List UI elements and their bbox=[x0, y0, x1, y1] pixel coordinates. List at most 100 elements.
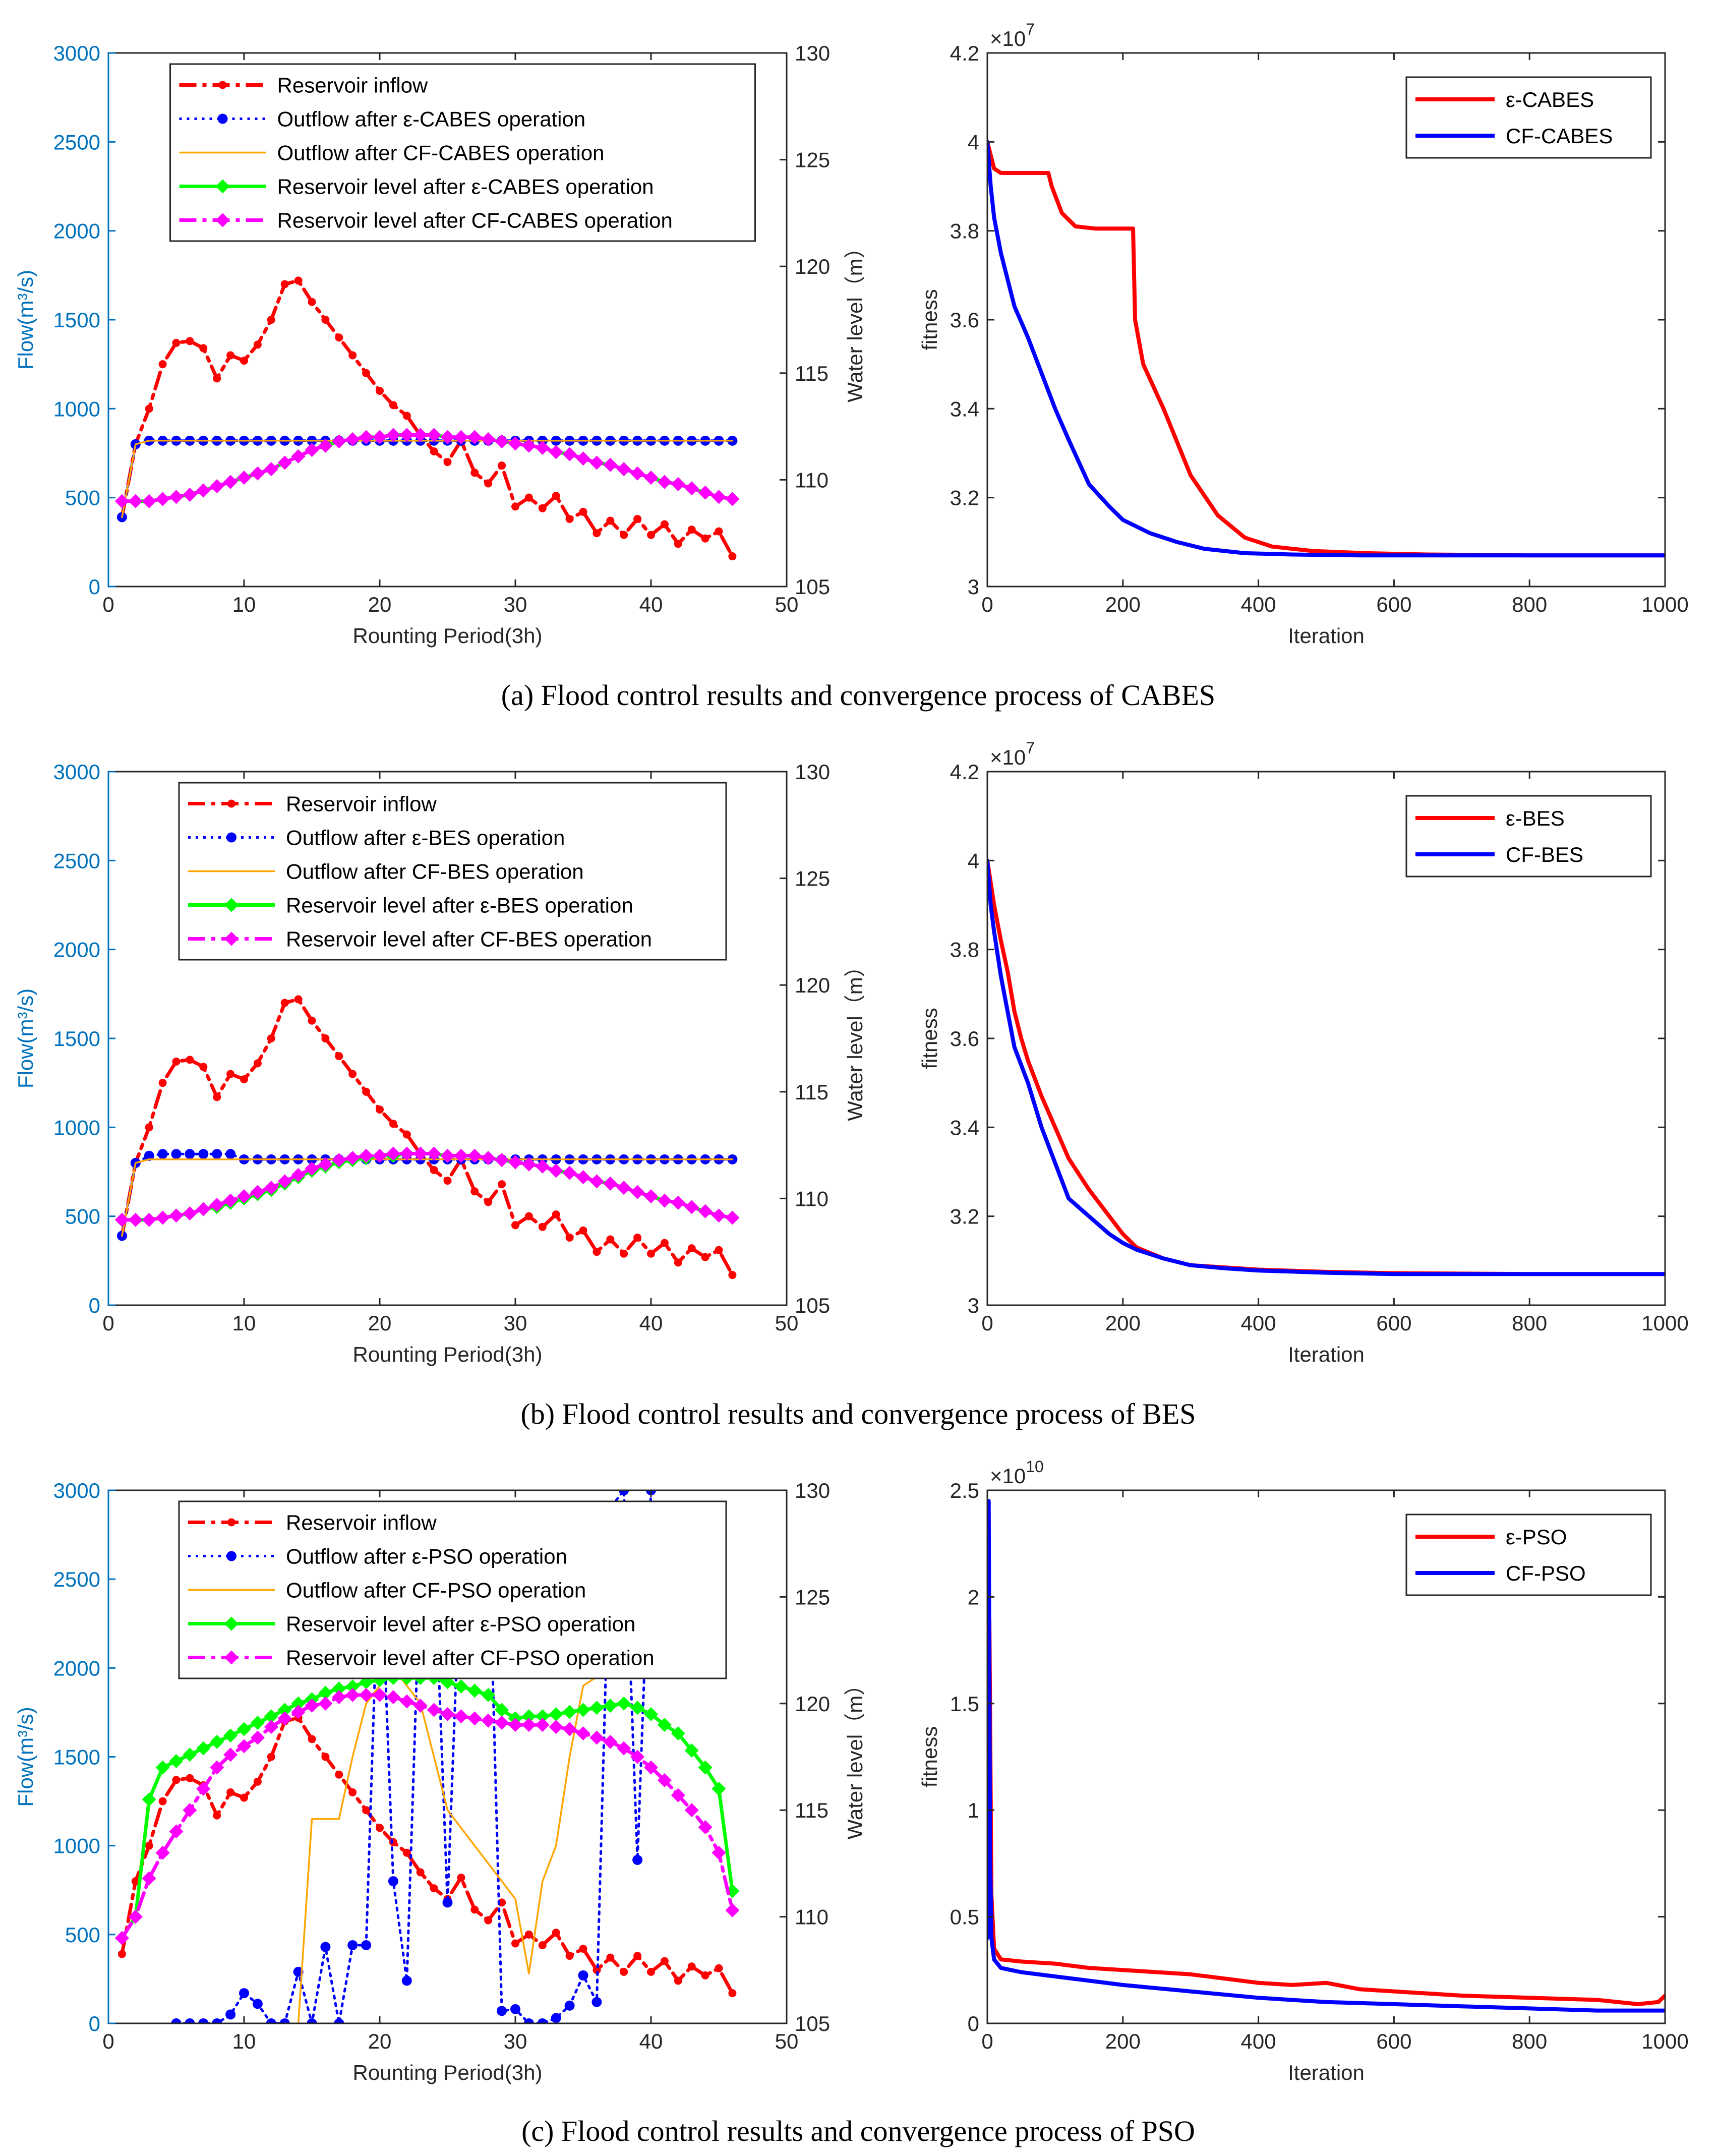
data-point-c-left-0-37 bbox=[620, 1967, 628, 1976]
data-point-a-left-4-31 bbox=[535, 440, 550, 455]
data-point-b-left-0-7 bbox=[213, 1093, 221, 1101]
data-point-b-left-4-33 bbox=[562, 1166, 577, 1180]
data-point-c-left-3-43 bbox=[698, 1760, 713, 1775]
data-point-a-left-0-19 bbox=[376, 387, 384, 395]
data-point-b-left-0-16 bbox=[335, 1052, 343, 1061]
data-point-b-left-4-41 bbox=[671, 1195, 685, 1210]
data-point-a-left-4-34 bbox=[576, 451, 590, 466]
data-point-a-left-4-37 bbox=[617, 462, 631, 477]
data-point-b-left-0-39 bbox=[647, 1249, 655, 1258]
y-tick-label-c-right-3: 1.5 bbox=[950, 1692, 979, 1716]
data-point-c-left-4-23 bbox=[427, 1703, 441, 1717]
data-point-a-left-4-20 bbox=[386, 428, 400, 442]
data-point-c-left-4-38 bbox=[630, 1750, 645, 1764]
data-point-a-left-4-10 bbox=[250, 466, 265, 481]
data-point-b-left-4-40 bbox=[657, 1193, 672, 1208]
data-point-b-left-4-13 bbox=[291, 1168, 306, 1182]
data-point-b-left-4-30 bbox=[521, 1157, 536, 1172]
data-point-a-left-4-8 bbox=[223, 475, 238, 489]
y-tick-label-c-left-5: 2500 bbox=[53, 1567, 100, 1591]
data-point-b-left-4-45 bbox=[725, 1210, 740, 1225]
x-tick-label-b-left-3: 30 bbox=[504, 1311, 527, 1335]
exponent-base-a-right: ×10 bbox=[990, 27, 1026, 50]
data-point-a-left-0-41 bbox=[674, 540, 682, 548]
series-line-c-right-1 bbox=[987, 1499, 1665, 2013]
data-point-b-left-4-25 bbox=[454, 1148, 468, 1163]
data-point-c-left-3-6 bbox=[196, 1741, 211, 1756]
data-point-c-left-4-4 bbox=[169, 1824, 184, 1839]
data-point-c-left-0-16 bbox=[335, 1770, 343, 1779]
data-point-b-left-4-14 bbox=[305, 1161, 319, 1176]
legend-c-right: ε-PSO CF-PSO bbox=[1405, 1513, 1652, 1596]
series-c-left-4 bbox=[114, 1687, 740, 1945]
data-point-b-left-4-22 bbox=[413, 1146, 428, 1161]
data-point-c-left-4-26 bbox=[467, 1711, 482, 1726]
data-point-a-left-0-34 bbox=[579, 507, 587, 516]
data-point-c-left-4-21 bbox=[399, 1694, 414, 1709]
legend-label-b-left-3: Reservoir level after ε-BES operation bbox=[286, 894, 633, 917]
legend-label-c-right-0: ε-PSO bbox=[1506, 1525, 1567, 1549]
data-point-b-left-0-3 bbox=[158, 1079, 167, 1087]
legend-box-a-left bbox=[169, 63, 756, 242]
data-point-b-left-0-19 bbox=[376, 1105, 384, 1114]
data-point-c-left-1-17 bbox=[401, 1975, 412, 1986]
data-point-c-left-4-22 bbox=[413, 1699, 428, 1713]
data-point-b-left-4-20 bbox=[386, 1146, 400, 1161]
data-point-c-left-4-19 bbox=[373, 1687, 387, 1702]
data-point-a-left-0-37 bbox=[620, 531, 628, 539]
data-point-c-left-0-40 bbox=[660, 1957, 669, 1965]
y-tick-label-c-left-6: 3000 bbox=[53, 1479, 100, 1502]
data-point-a-left-0-20 bbox=[389, 401, 397, 410]
data-point-b-left-0-27 bbox=[484, 1198, 493, 1206]
data-point-c-left-4-17 bbox=[345, 1687, 360, 1702]
y-tick-label-b-left-1: 500 bbox=[65, 1205, 100, 1229]
data-point-c-left-1-5 bbox=[239, 1988, 249, 1999]
data-point-a-left-0-40 bbox=[660, 520, 669, 529]
data-point-b-left-0-40 bbox=[660, 1239, 669, 1247]
series-line-c-right-0 bbox=[987, 1616, 1665, 2006]
data-point-c-left-0-43 bbox=[701, 1971, 709, 1979]
legend-box-b-right bbox=[1405, 795, 1652, 878]
data-point-a-left-0-42 bbox=[687, 526, 696, 534]
data-point-b-left-1-6 bbox=[198, 1149, 209, 1159]
x-tick-label-c-right-3: 600 bbox=[1376, 2029, 1411, 2053]
data-point-c-left-3-25 bbox=[454, 1679, 468, 1694]
data-point-b-left-0-14 bbox=[308, 1016, 316, 1025]
data-point-a-left-4-14 bbox=[305, 443, 319, 457]
y-axis-label-b-left: Flow(m³/s) bbox=[14, 988, 37, 1088]
data-point-b-left-0-38 bbox=[633, 1233, 642, 1242]
y2-tick-label-a-left-4: 125 bbox=[795, 148, 830, 172]
data-point-c-left-4-0 bbox=[114, 1931, 129, 1945]
data-point-b-left-0-24 bbox=[443, 1177, 452, 1185]
x-tick-label-c-left-3: 30 bbox=[504, 2029, 527, 2053]
data-point-c-left-3-42 bbox=[684, 1743, 699, 1758]
data-point-a-left-0-44 bbox=[715, 527, 723, 536]
plot-area-c-right bbox=[987, 1499, 1665, 2013]
x-tick-label-b-left-4: 40 bbox=[639, 1311, 663, 1335]
x-axis-label-a-right: Iteration bbox=[1288, 624, 1365, 648]
series-c-right-0 bbox=[987, 1616, 1665, 2006]
x-tick-label-a-left-5: 50 bbox=[775, 593, 799, 616]
data-point-b-left-4-27 bbox=[481, 1150, 496, 1165]
data-point-c-left-1-24 bbox=[497, 2006, 507, 2016]
data-point-c-left-4-6 bbox=[196, 1781, 211, 1796]
data-point-b-left-1-4 bbox=[171, 1149, 182, 1159]
legend-marker-b-left-3 bbox=[224, 898, 239, 912]
chart-a-left: 0 10 20 30 40 5005001000150020002500300010511… bbox=[14, 41, 867, 648]
y-tick-label-a-left-4: 2000 bbox=[53, 219, 100, 243]
data-point-b-left-0-10 bbox=[253, 1059, 262, 1068]
data-point-c-left-4-2 bbox=[142, 1871, 156, 1886]
data-point-c-left-0-42 bbox=[687, 1962, 696, 1971]
data-point-c-left-4-45 bbox=[725, 1903, 740, 1917]
data-point-a-left-4-32 bbox=[549, 445, 563, 459]
plot-frame-c-right bbox=[986, 1489, 1666, 2024]
data-point-b-left-0-31 bbox=[538, 1222, 547, 1231]
data-point-b-left-4-24 bbox=[440, 1148, 455, 1163]
legend-c-left: Reservoir inflow Outflow after ε-PSO oper… bbox=[178, 1500, 727, 1679]
data-point-c-left-3-28 bbox=[495, 1703, 509, 1717]
legend-marker-a-left-3 bbox=[215, 179, 230, 194]
y-tick-label-b-right-4: 3.8 bbox=[950, 938, 979, 962]
data-point-a-left-4-6 bbox=[196, 483, 211, 498]
data-point-c-left-3-2 bbox=[142, 1792, 156, 1807]
